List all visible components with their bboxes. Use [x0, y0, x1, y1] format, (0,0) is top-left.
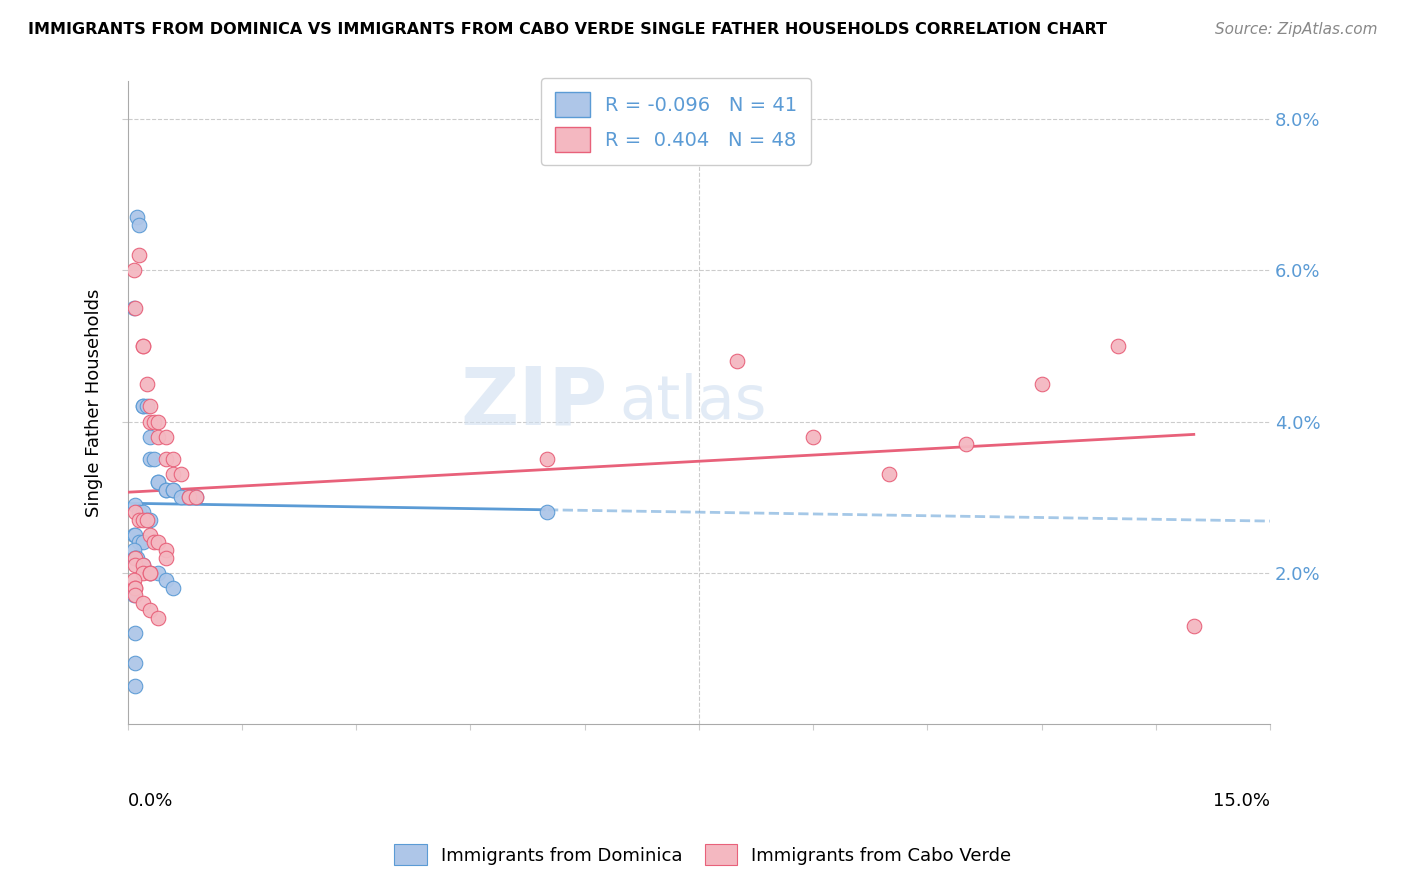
Text: IMMIGRANTS FROM DOMINICA VS IMMIGRANTS FROM CABO VERDE SINGLE FATHER HOUSEHOLDS : IMMIGRANTS FROM DOMINICA VS IMMIGRANTS F… [28, 22, 1107, 37]
Point [124, 550, 146, 565]
Point [139, 415, 162, 429]
Point [132, 566, 155, 580]
Point [143, 535, 166, 549]
Point [128, 513, 150, 527]
Point [186, 490, 208, 504]
Text: 15.0%: 15.0% [1213, 792, 1270, 810]
Point [536, 452, 558, 467]
Point [135, 376, 157, 391]
Point [162, 581, 184, 595]
Point [155, 543, 177, 558]
Point [124, 550, 146, 565]
Point [122, 263, 145, 277]
Point [125, 550, 148, 565]
Legend: R = -0.096   N = 41, R =  0.404   N = 48: R = -0.096 N = 41, R = 0.404 N = 48 [541, 78, 811, 165]
Point [128, 505, 150, 519]
Point [124, 528, 146, 542]
Point [128, 218, 150, 232]
Point [146, 535, 169, 549]
Point [132, 400, 155, 414]
Y-axis label: Single Father Households: Single Father Households [86, 288, 103, 516]
Text: atlas: atlas [619, 373, 766, 432]
Point [955, 437, 977, 451]
Point [124, 657, 146, 671]
Point [143, 452, 166, 467]
Point [139, 400, 162, 414]
Point [135, 400, 157, 414]
Point [186, 490, 208, 504]
Text: ZIP: ZIP [460, 364, 607, 442]
Point [146, 430, 169, 444]
Point [146, 611, 169, 625]
Point [132, 339, 155, 353]
Point [124, 581, 146, 595]
Point [155, 573, 177, 587]
Point [1107, 339, 1129, 353]
Point [124, 581, 146, 595]
Point [139, 566, 162, 580]
Point [122, 573, 145, 587]
Point [170, 490, 193, 504]
Point [146, 415, 169, 429]
Point [1182, 618, 1205, 632]
Point [146, 566, 169, 580]
Point [162, 467, 184, 482]
Point [124, 679, 146, 693]
Point [162, 483, 184, 497]
Point [135, 513, 157, 527]
Legend: Immigrants from Dominica, Immigrants from Cabo Verde: Immigrants from Dominica, Immigrants fro… [385, 835, 1021, 874]
Point [128, 248, 150, 262]
Point [122, 588, 145, 602]
Point [536, 505, 558, 519]
Point [139, 513, 162, 527]
Point [132, 596, 155, 610]
Point [146, 475, 169, 489]
Point [801, 430, 824, 444]
Point [124, 498, 146, 512]
Point [143, 415, 166, 429]
Point [124, 505, 146, 519]
Point [170, 467, 193, 482]
Point [139, 452, 162, 467]
Point [139, 566, 162, 580]
Point [124, 301, 146, 315]
Point [132, 535, 155, 549]
Point [124, 550, 146, 565]
Point [124, 588, 146, 602]
Point [879, 467, 901, 482]
Point [146, 475, 169, 489]
Point [132, 513, 155, 527]
Point [132, 400, 155, 414]
Point [177, 490, 200, 504]
Text: Source: ZipAtlas.com: Source: ZipAtlas.com [1215, 22, 1378, 37]
Point [132, 339, 155, 353]
Point [122, 301, 145, 315]
Point [155, 483, 177, 497]
Point [139, 566, 162, 580]
Point [124, 626, 146, 640]
Point [155, 550, 177, 565]
Point [132, 558, 155, 573]
Point [139, 603, 162, 617]
Point [132, 505, 155, 519]
Point [155, 483, 177, 497]
Point [132, 558, 155, 573]
Point [125, 211, 148, 225]
Point [155, 452, 177, 467]
Point [139, 528, 162, 542]
Point [162, 452, 184, 467]
Point [177, 490, 200, 504]
Point [122, 528, 145, 542]
Point [139, 430, 162, 444]
Point [155, 430, 177, 444]
Text: 0.0%: 0.0% [128, 792, 173, 810]
Point [1031, 376, 1053, 391]
Point [725, 354, 748, 368]
Point [135, 513, 157, 527]
Point [122, 543, 145, 558]
Point [162, 483, 184, 497]
Point [124, 558, 146, 573]
Point [128, 535, 150, 549]
